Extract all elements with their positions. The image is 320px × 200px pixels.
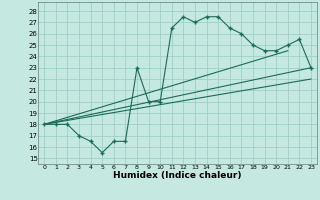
X-axis label: Humidex (Indice chaleur): Humidex (Indice chaleur) (113, 171, 242, 180)
